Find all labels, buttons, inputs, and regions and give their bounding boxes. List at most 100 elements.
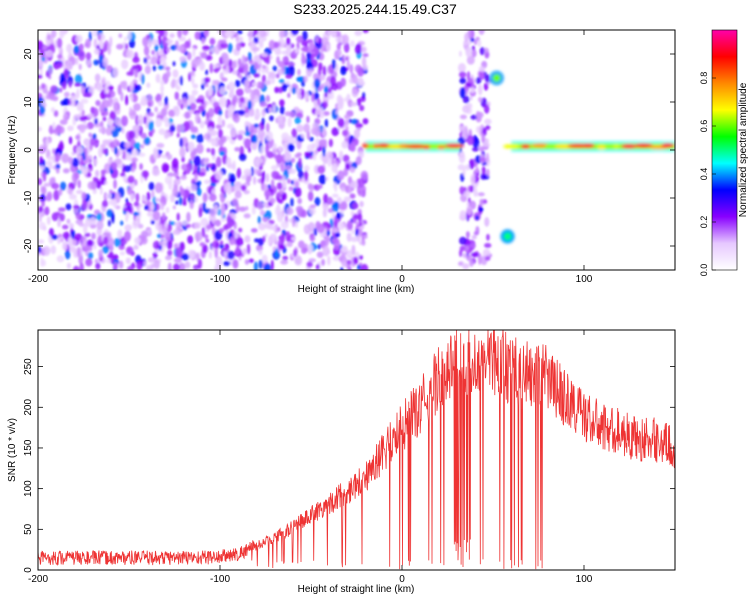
heatmap-cell xyxy=(209,208,216,217)
heatmap-cell xyxy=(50,85,58,94)
heatmap-cell xyxy=(481,132,486,143)
heatmap-cell xyxy=(243,213,251,219)
heatmap-cell xyxy=(54,211,61,216)
heatmap-cell xyxy=(231,198,239,207)
heatmap-cell xyxy=(121,239,128,245)
heatmap-cell xyxy=(46,160,53,167)
heatmap-cell xyxy=(70,229,76,240)
heatmap-cell xyxy=(294,187,302,198)
heatmap-cell xyxy=(247,121,252,128)
colorbar: 0.0 0.2 0.4 0.6 0.8 Normalized spectral ampl… xyxy=(699,29,749,276)
heatmap-cell xyxy=(332,255,341,261)
heatmap-cell xyxy=(134,236,141,245)
heatmap-cell xyxy=(437,145,446,150)
heatmap-cell xyxy=(125,246,134,255)
heatmap-cell xyxy=(337,49,342,57)
heatmap-cell xyxy=(215,156,222,168)
heatmap-cell xyxy=(56,37,63,49)
heatmap-cell xyxy=(164,221,168,229)
heatmap-cell xyxy=(150,203,155,211)
heatmap-cell xyxy=(206,163,214,168)
heatmap-cell xyxy=(59,181,67,191)
heatmap-cell xyxy=(190,183,197,192)
heatmap-cell xyxy=(114,146,118,155)
heatmap-cell xyxy=(322,245,330,257)
heatmap-cell xyxy=(68,156,73,165)
heatmap-cell xyxy=(105,93,112,99)
heatmap-cell xyxy=(74,82,81,87)
heatmap-cell xyxy=(324,92,328,98)
heatmap-cell xyxy=(38,211,42,223)
heatmap-cell xyxy=(176,45,185,52)
heatmap-cell xyxy=(194,231,203,242)
heatmap-cell xyxy=(265,95,271,103)
heatmap-cell xyxy=(334,231,340,238)
heatmap-cell xyxy=(471,49,477,58)
heatmap-cell xyxy=(140,144,145,149)
heatmap-cell xyxy=(108,199,117,206)
heatmap-cell xyxy=(308,41,315,51)
heatmap-cell xyxy=(357,66,365,77)
heatmap-cell xyxy=(180,175,187,181)
heatmap-cell xyxy=(99,120,104,128)
heatmap-cell xyxy=(81,200,88,211)
heatmap-cell xyxy=(57,219,62,228)
heatmap-cell xyxy=(214,248,218,259)
heatmap-cell xyxy=(44,206,50,216)
heatmap-cell xyxy=(167,262,172,270)
heatmap-cell xyxy=(218,243,225,249)
heatmap-cell xyxy=(477,254,482,266)
heatmap-cell xyxy=(197,258,203,269)
heatmap-cell xyxy=(350,180,359,189)
heatmap-cell xyxy=(340,77,347,87)
heatmap-cell xyxy=(279,99,285,107)
heatmap-cell xyxy=(331,163,338,173)
heatmap-cell xyxy=(250,89,256,101)
heatmap-cell xyxy=(210,130,218,137)
heatmap-cell xyxy=(87,163,93,169)
heatmap-cell xyxy=(40,83,46,90)
heatmap-cell xyxy=(301,40,308,47)
heatmap-cell xyxy=(103,236,109,245)
heatmap-cell xyxy=(297,68,301,76)
heatmap-cell xyxy=(459,87,466,99)
heatmap-cell xyxy=(272,142,277,150)
heatmap-cell xyxy=(226,185,232,195)
heatmap-cell xyxy=(234,79,241,88)
heatmap-cell xyxy=(294,180,300,188)
heatmap-cell xyxy=(38,239,45,244)
heatmap-cell xyxy=(144,65,151,75)
heatmap-cell xyxy=(140,132,147,139)
heatmap-cell xyxy=(362,92,366,99)
heatmap-cell xyxy=(200,217,209,227)
heatmap-cell xyxy=(189,70,195,76)
heatmap-cell xyxy=(161,36,169,47)
heatmap-cell xyxy=(193,266,198,270)
heatmap-cell xyxy=(143,260,147,267)
heatmap-cell xyxy=(253,261,258,270)
heatmap-cell xyxy=(360,263,369,270)
heatmap-cell xyxy=(285,207,294,216)
heatmap-cell xyxy=(62,168,70,174)
heatmap-cell xyxy=(66,262,71,269)
heatmap-cell xyxy=(308,244,314,253)
x-tick-label: -200 xyxy=(28,574,48,585)
heatmap-cell xyxy=(254,111,261,119)
heatmap-cell xyxy=(179,262,186,270)
heatmap-cell xyxy=(97,234,103,244)
heatmap-cell xyxy=(58,188,63,196)
heatmap-cell xyxy=(282,56,289,63)
heatmap-cell xyxy=(120,172,126,177)
heatmap-cell xyxy=(144,204,149,211)
heatmap-cell xyxy=(179,137,184,148)
heatmap-cell xyxy=(57,143,64,150)
heatmap-cell xyxy=(278,30,284,39)
heatmap-cell xyxy=(55,61,64,69)
heatmap-cell xyxy=(485,125,491,131)
heatmap-cell xyxy=(479,198,484,205)
heatmap-cell xyxy=(100,148,109,155)
heatmap-cell xyxy=(157,233,162,239)
heatmap-cell xyxy=(276,192,282,198)
heatmap-cell xyxy=(297,197,302,205)
heatmap-cell xyxy=(297,76,304,82)
